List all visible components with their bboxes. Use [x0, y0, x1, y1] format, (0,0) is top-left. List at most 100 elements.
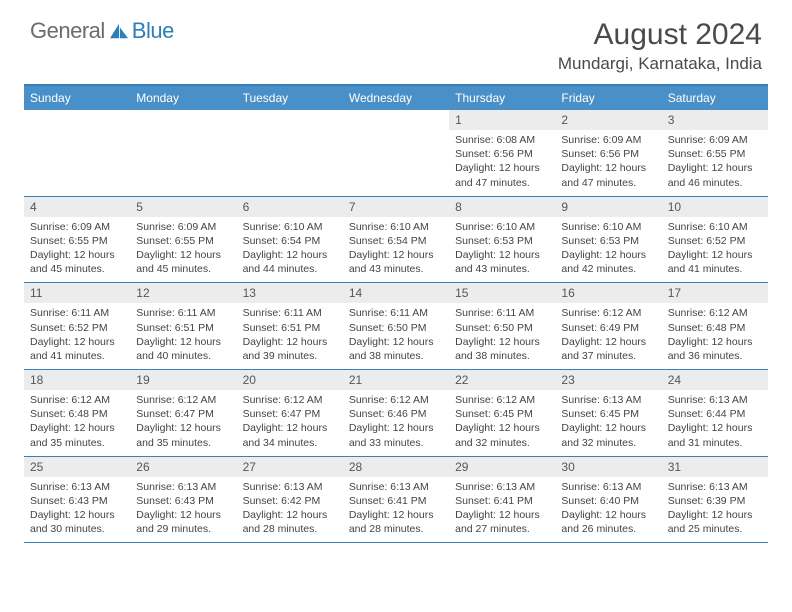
- sail-icon: [108, 22, 130, 40]
- day-info: Sunrise: 6:13 AMSunset: 6:43 PMDaylight:…: [24, 477, 130, 543]
- day-info: Sunrise: 6:12 AMSunset: 6:46 PMDaylight:…: [343, 390, 449, 456]
- day-number: 10: [662, 197, 768, 217]
- sunrise-text: Sunrise: 6:13 AM: [561, 480, 655, 494]
- daylight-text: Daylight: 12 hours and 38 minutes.: [455, 335, 549, 363]
- day-number: 23: [555, 370, 661, 390]
- sunrise-text: Sunrise: 6:11 AM: [136, 306, 230, 320]
- day-info: Sunrise: 6:10 AMSunset: 6:52 PMDaylight:…: [662, 217, 768, 283]
- daylight-text: Daylight: 12 hours and 34 minutes.: [243, 421, 337, 449]
- brand-logo: General Blue: [30, 18, 174, 44]
- sunrise-text: Sunrise: 6:11 AM: [349, 306, 443, 320]
- day-number: 28: [343, 457, 449, 477]
- day-number: 3: [662, 110, 768, 130]
- day-cell: 16Sunrise: 6:12 AMSunset: 6:49 PMDayligh…: [555, 283, 661, 369]
- sunset-text: Sunset: 6:51 PM: [243, 321, 337, 335]
- daylight-text: Daylight: 12 hours and 27 minutes.: [455, 508, 549, 536]
- day-number: 18: [24, 370, 130, 390]
- daylight-text: Daylight: 12 hours and 28 minutes.: [349, 508, 443, 536]
- sunset-text: Sunset: 6:47 PM: [243, 407, 337, 421]
- day-cell: 6Sunrise: 6:10 AMSunset: 6:54 PMDaylight…: [237, 197, 343, 283]
- day-cell: 29Sunrise: 6:13 AMSunset: 6:41 PMDayligh…: [449, 457, 555, 543]
- sunset-text: Sunset: 6:43 PM: [136, 494, 230, 508]
- week-row: 1Sunrise: 6:08 AMSunset: 6:56 PMDaylight…: [24, 110, 768, 197]
- week-row: 25Sunrise: 6:13 AMSunset: 6:43 PMDayligh…: [24, 457, 768, 544]
- daylight-text: Daylight: 12 hours and 37 minutes.: [561, 335, 655, 363]
- sunrise-text: Sunrise: 6:12 AM: [561, 306, 655, 320]
- day-cell: 4Sunrise: 6:09 AMSunset: 6:55 PMDaylight…: [24, 197, 130, 283]
- day-cell: 19Sunrise: 6:12 AMSunset: 6:47 PMDayligh…: [130, 370, 236, 456]
- sunrise-text: Sunrise: 6:09 AM: [30, 220, 124, 234]
- sunset-text: Sunset: 6:55 PM: [136, 234, 230, 248]
- day-cell: 3Sunrise: 6:09 AMSunset: 6:55 PMDaylight…: [662, 110, 768, 196]
- day-number: 8: [449, 197, 555, 217]
- day-info: Sunrise: 6:13 AMSunset: 6:43 PMDaylight:…: [130, 477, 236, 543]
- sunset-text: Sunset: 6:52 PM: [30, 321, 124, 335]
- daylight-text: Daylight: 12 hours and 47 minutes.: [455, 161, 549, 189]
- day-info: Sunrise: 6:12 AMSunset: 6:48 PMDaylight:…: [24, 390, 130, 456]
- day-number: 24: [662, 370, 768, 390]
- week-row: 11Sunrise: 6:11 AMSunset: 6:52 PMDayligh…: [24, 283, 768, 370]
- sunrise-text: Sunrise: 6:10 AM: [243, 220, 337, 234]
- sunrise-text: Sunrise: 6:09 AM: [561, 133, 655, 147]
- day-info: Sunrise: 6:11 AMSunset: 6:50 PMDaylight:…: [449, 303, 555, 369]
- weekday-header: Friday: [555, 86, 661, 110]
- sunset-text: Sunset: 6:51 PM: [136, 321, 230, 335]
- day-info: Sunrise: 6:11 AMSunset: 6:51 PMDaylight:…: [130, 303, 236, 369]
- daylight-text: Daylight: 12 hours and 44 minutes.: [243, 248, 337, 276]
- day-info: Sunrise: 6:12 AMSunset: 6:45 PMDaylight:…: [449, 390, 555, 456]
- day-number: 2: [555, 110, 661, 130]
- sunrise-text: Sunrise: 6:11 AM: [30, 306, 124, 320]
- weekday-header: Tuesday: [237, 86, 343, 110]
- sunset-text: Sunset: 6:42 PM: [243, 494, 337, 508]
- day-number: 12: [130, 283, 236, 303]
- daylight-text: Daylight: 12 hours and 33 minutes.: [349, 421, 443, 449]
- brand-text-blue: Blue: [132, 18, 174, 44]
- day-info: [130, 130, 236, 188]
- daylight-text: Daylight: 12 hours and 41 minutes.: [668, 248, 762, 276]
- weekday-header: Saturday: [662, 86, 768, 110]
- sunset-text: Sunset: 6:50 PM: [455, 321, 549, 335]
- day-number: 27: [237, 457, 343, 477]
- sunset-text: Sunset: 6:45 PM: [561, 407, 655, 421]
- day-info: Sunrise: 6:12 AMSunset: 6:47 PMDaylight:…: [237, 390, 343, 456]
- day-number: 20: [237, 370, 343, 390]
- day-cell: 10Sunrise: 6:10 AMSunset: 6:52 PMDayligh…: [662, 197, 768, 283]
- daylight-text: Daylight: 12 hours and 31 minutes.: [668, 421, 762, 449]
- daylight-text: Daylight: 12 hours and 41 minutes.: [30, 335, 124, 363]
- sunrise-text: Sunrise: 6:12 AM: [455, 393, 549, 407]
- sunrise-text: Sunrise: 6:09 AM: [136, 220, 230, 234]
- sunrise-text: Sunrise: 6:13 AM: [349, 480, 443, 494]
- day-cell: 30Sunrise: 6:13 AMSunset: 6:40 PMDayligh…: [555, 457, 661, 543]
- sunrise-text: Sunrise: 6:13 AM: [668, 480, 762, 494]
- day-number: 17: [662, 283, 768, 303]
- day-cell: 7Sunrise: 6:10 AMSunset: 6:54 PMDaylight…: [343, 197, 449, 283]
- day-cell: 13Sunrise: 6:11 AMSunset: 6:51 PMDayligh…: [237, 283, 343, 369]
- daylight-text: Daylight: 12 hours and 45 minutes.: [30, 248, 124, 276]
- sunset-text: Sunset: 6:50 PM: [349, 321, 443, 335]
- sunrise-text: Sunrise: 6:13 AM: [136, 480, 230, 494]
- day-cell: 26Sunrise: 6:13 AMSunset: 6:43 PMDayligh…: [130, 457, 236, 543]
- day-info: [24, 130, 130, 188]
- sunset-text: Sunset: 6:39 PM: [668, 494, 762, 508]
- daylight-text: Daylight: 12 hours and 32 minutes.: [455, 421, 549, 449]
- day-info: Sunrise: 6:09 AMSunset: 6:55 PMDaylight:…: [130, 217, 236, 283]
- day-info: Sunrise: 6:13 AMSunset: 6:39 PMDaylight:…: [662, 477, 768, 543]
- daylight-text: Daylight: 12 hours and 40 minutes.: [136, 335, 230, 363]
- daylight-text: Daylight: 12 hours and 43 minutes.: [455, 248, 549, 276]
- day-number: 31: [662, 457, 768, 477]
- day-number: 29: [449, 457, 555, 477]
- month-year-title: August 2024: [558, 18, 762, 52]
- daylight-text: Daylight: 12 hours and 29 minutes.: [136, 508, 230, 536]
- sunrise-text: Sunrise: 6:13 AM: [30, 480, 124, 494]
- day-info: [343, 130, 449, 188]
- day-info: Sunrise: 6:13 AMSunset: 6:42 PMDaylight:…: [237, 477, 343, 543]
- sunrise-text: Sunrise: 6:08 AM: [455, 133, 549, 147]
- day-number: 21: [343, 370, 449, 390]
- day-cell: [343, 110, 449, 196]
- sunrise-text: Sunrise: 6:13 AM: [243, 480, 337, 494]
- weekday-header-row: Sunday Monday Tuesday Wednesday Thursday…: [24, 86, 768, 110]
- day-info: Sunrise: 6:11 AMSunset: 6:51 PMDaylight:…: [237, 303, 343, 369]
- sunrise-text: Sunrise: 6:12 AM: [668, 306, 762, 320]
- day-cell: 5Sunrise: 6:09 AMSunset: 6:55 PMDaylight…: [130, 197, 236, 283]
- sunrise-text: Sunrise: 6:13 AM: [455, 480, 549, 494]
